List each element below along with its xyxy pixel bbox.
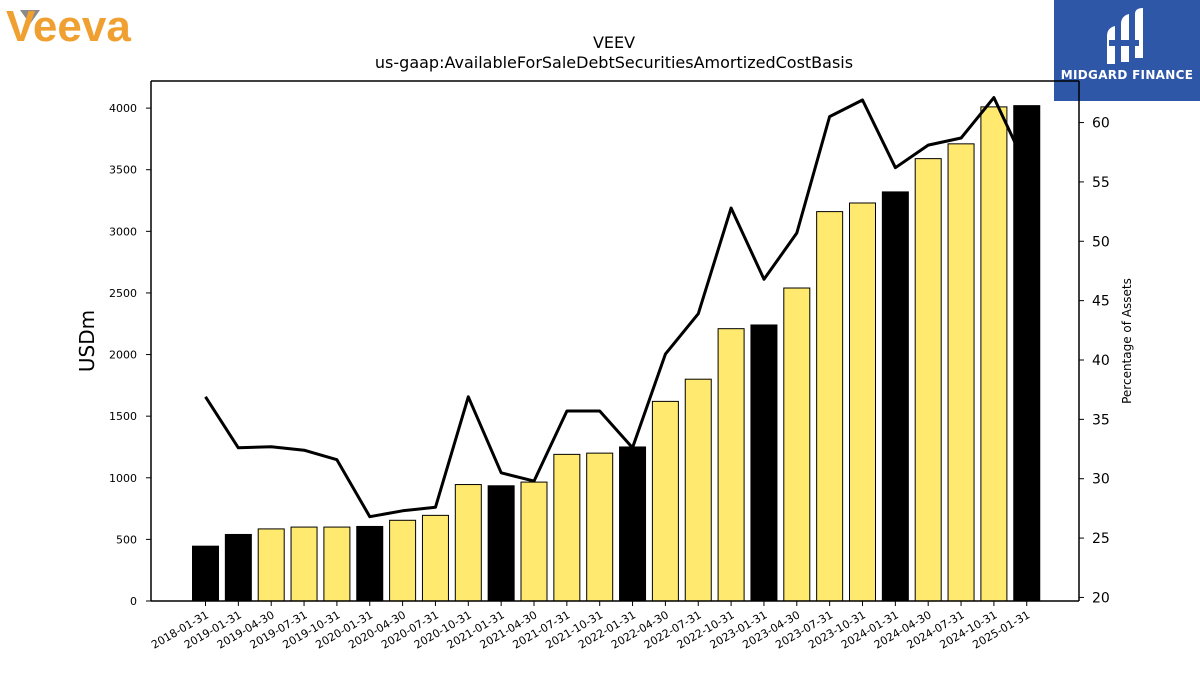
bar bbox=[257, 528, 285, 602]
bar bbox=[750, 324, 778, 602]
y-tick-label: 1500 bbox=[109, 410, 137, 423]
y-tick-label: 2000 bbox=[109, 349, 137, 362]
y2-tick-label: 60 bbox=[1092, 116, 1110, 132]
bar bbox=[421, 514, 449, 602]
brand-name: MIDGARD FINANCE bbox=[1060, 68, 1194, 82]
chart-subtitle: us-gaap:AvailableForSaleDebtSecuritiesAm… bbox=[375, 53, 853, 72]
bar bbox=[717, 328, 745, 602]
bar bbox=[619, 446, 647, 602]
y2-tick-label: 45 bbox=[1092, 294, 1110, 310]
y2-tick-label: 25 bbox=[1092, 531, 1110, 547]
bar bbox=[980, 106, 1008, 602]
bar bbox=[520, 481, 548, 602]
bar bbox=[816, 211, 844, 602]
y2-tick-label: 55 bbox=[1092, 175, 1110, 191]
y-tick-label: 4000 bbox=[109, 102, 137, 115]
y2-tick-label: 40 bbox=[1092, 353, 1110, 369]
bar bbox=[553, 453, 581, 602]
y-axis-label: USDm bbox=[75, 310, 99, 372]
bar bbox=[849, 202, 876, 602]
bar bbox=[192, 545, 219, 602]
y2-tick-label: 50 bbox=[1092, 234, 1110, 250]
bar bbox=[224, 533, 252, 602]
midgard-logo-icon bbox=[1107, 8, 1143, 64]
y-tick-label: 500 bbox=[116, 533, 137, 546]
bar bbox=[783, 287, 811, 602]
y-tick-label: 2500 bbox=[109, 287, 137, 300]
bar bbox=[323, 526, 351, 602]
y2-tick-label: 35 bbox=[1092, 412, 1110, 428]
chart-title: VEEV bbox=[593, 33, 635, 52]
bar bbox=[684, 378, 712, 602]
bar bbox=[586, 452, 614, 602]
veeva-logo-text: Veeva bbox=[6, 4, 131, 46]
y2-axis-label: Percentage of Assets bbox=[1120, 278, 1134, 404]
bar bbox=[1013, 105, 1041, 602]
y-tick-label: 3000 bbox=[109, 225, 137, 238]
y-tick-label: 0 bbox=[130, 595, 137, 608]
y-tick-label: 1000 bbox=[109, 472, 137, 485]
bar bbox=[389, 519, 417, 602]
bar bbox=[881, 191, 909, 602]
y-tick-label: 3500 bbox=[109, 164, 137, 177]
percentage-line bbox=[204, 96, 1029, 519]
bar bbox=[914, 158, 942, 602]
bar bbox=[651, 400, 679, 602]
midgard-finance-badge: MIDGARD FINANCE bbox=[1054, 0, 1200, 101]
bar bbox=[356, 525, 384, 602]
y2-tick-label: 30 bbox=[1092, 472, 1110, 488]
bar bbox=[947, 143, 975, 602]
bar bbox=[487, 485, 515, 602]
y2-tick-label: 20 bbox=[1092, 590, 1110, 606]
bar bbox=[454, 484, 482, 602]
bar bbox=[290, 526, 318, 602]
veeva-logo: Veeva bbox=[6, 2, 176, 51]
logo-chevron-icon bbox=[20, 10, 40, 24]
